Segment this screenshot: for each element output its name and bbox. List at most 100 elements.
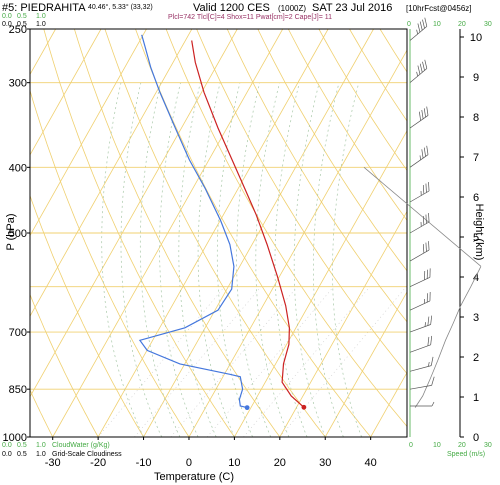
wind-barb-flag <box>430 315 433 325</box>
wind-barb-flag <box>429 291 431 301</box>
cloudwater-tick-top: 1.0 <box>36 13 46 20</box>
wind-barb-staff <box>409 385 432 390</box>
speed-tick-bottom: 20 <box>458 442 466 449</box>
wind-barb-flag <box>431 376 435 386</box>
wind-barb-staff <box>409 277 431 287</box>
wind-barb-flag <box>419 21 423 31</box>
wind-barb-staff <box>409 300 431 311</box>
wind-barb <box>409 335 433 353</box>
speed-tick-bottom: 30 <box>484 442 492 449</box>
pressure-tick-label: 400 <box>9 162 27 174</box>
wind-barb-flag <box>423 108 426 118</box>
wind-barb-flag <box>422 19 425 29</box>
wind-barb-staff <box>409 154 429 168</box>
moist-adiabat-line <box>255 82 290 437</box>
cloudwater-tick-bottom: 0.0 <box>2 442 12 449</box>
wind-barb-half-flag <box>431 401 435 407</box>
profiles <box>138 34 307 411</box>
height-tick-label: 2 <box>473 352 479 364</box>
mixing-ratio-line <box>279 286 407 437</box>
dry-adiabat-line <box>104 29 326 437</box>
cloudiness-tick-bottom: 0.0 <box>2 451 12 458</box>
y-axis-title: P (hPa) <box>5 213 17 250</box>
wind-barb-half-flag <box>424 298 425 304</box>
temperature-tick-label: 40 <box>365 457 377 469</box>
wind-barb-flag <box>430 356 434 366</box>
wind-barb-flag <box>421 109 424 119</box>
wind-barb-flag <box>428 182 430 192</box>
cloudiness-tick-top: 0.5 <box>17 21 27 28</box>
wind-barb-flag <box>417 65 421 75</box>
temperature-surface-marker <box>301 404 307 410</box>
wind-barb-flag <box>425 242 427 252</box>
wind-barb-flag <box>430 335 433 345</box>
temperature-tick-label: -30 <box>45 457 61 469</box>
station-coords: 40.46°, 5.33° (33,32) <box>88 3 153 11</box>
height-tick-label: 1 <box>473 392 479 404</box>
wind-barb-flag <box>422 185 425 195</box>
wind-barb-flag <box>426 293 428 303</box>
wind-barb-half-flag <box>416 71 419 77</box>
station-name: #5: PIEDRAHITA <box>2 2 86 14</box>
cloudwater-tick-bottom: 0.5 <box>17 442 27 449</box>
moist-adiabat-line <box>236 82 272 437</box>
wind-barb-flag <box>424 270 426 280</box>
isotherm-line <box>30 29 102 156</box>
speed-tick-top: 30 <box>484 21 492 28</box>
valid-utc: (1000Z) <box>278 4 306 13</box>
wind-barb <box>410 401 435 407</box>
wind-barb <box>409 268 431 287</box>
wind-barb-flag <box>426 106 429 116</box>
moist-adiabat-line <box>178 82 217 437</box>
wind-barb-half-flag <box>428 361 430 367</box>
moist-adiabat-line <box>197 82 235 437</box>
tropopause-line <box>363 167 482 267</box>
dry-adiabat-line <box>226 29 407 323</box>
forecast-info: [10hrFcst@0456z] <box>406 4 471 13</box>
wind-barb-staff <box>409 115 429 129</box>
speed-tick-top: 0 <box>407 21 411 28</box>
height-tick-label: 0 <box>473 432 479 444</box>
height-tick-label: 7 <box>473 152 479 164</box>
cloudwater-label: CloudWater (g/Kg) <box>52 442 110 449</box>
cloudiness-tick-top: 1.0 <box>36 21 46 28</box>
wind-barb-flag <box>425 214 427 224</box>
dry-adiabat-line <box>318 29 407 172</box>
wind-barb-half-flag <box>420 222 422 227</box>
wind-barb-flag <box>422 244 425 254</box>
mixing-ratio-line <box>243 286 371 437</box>
temperature-tick-label: -10 <box>136 457 152 469</box>
dry-adiabat-line <box>43 29 235 437</box>
wind-barb-flag <box>429 268 431 278</box>
wind-barb <box>409 145 429 168</box>
x-axis-title: Temperature (C) <box>154 471 234 483</box>
wind-barb <box>409 182 430 203</box>
moist-adiabat-line <box>216 82 253 437</box>
temperature-tick-label: 10 <box>228 457 240 469</box>
mixing-ratio-line <box>170 286 298 437</box>
dewpoint-surface-marker <box>244 405 250 411</box>
pressure-tick-label: 500 <box>9 228 27 240</box>
speed-label: Speed (m/s) <box>447 451 485 458</box>
wind-barb <box>409 213 430 234</box>
wind-barb-flag <box>424 59 428 69</box>
dewpoint-profile-line <box>138 34 248 409</box>
wind-barb <box>409 376 435 390</box>
height-tick-label: 6 <box>473 192 479 204</box>
pressure-tick-label: 700 <box>9 327 27 339</box>
cloudwater-tick-bottom: 1.0 <box>36 442 46 449</box>
wind-barb-flag <box>428 213 430 223</box>
moist-adiabat-line <box>313 82 344 437</box>
wind-barb-flag <box>422 216 425 226</box>
dry-adiabat-line <box>30 389 54 437</box>
cloudwater-tick-top: 0.0 <box>2 13 12 20</box>
wind-barb-flag <box>426 269 428 279</box>
dry-adiabat-line <box>257 29 407 272</box>
wind-barb-staff <box>409 190 430 203</box>
height-tick-label: 3 <box>473 312 479 324</box>
wind-barb-flag <box>427 316 430 326</box>
mixing-ratio-line <box>206 286 334 437</box>
moist-adiabat-line <box>332 82 362 437</box>
wind-barb-staff <box>409 344 431 353</box>
